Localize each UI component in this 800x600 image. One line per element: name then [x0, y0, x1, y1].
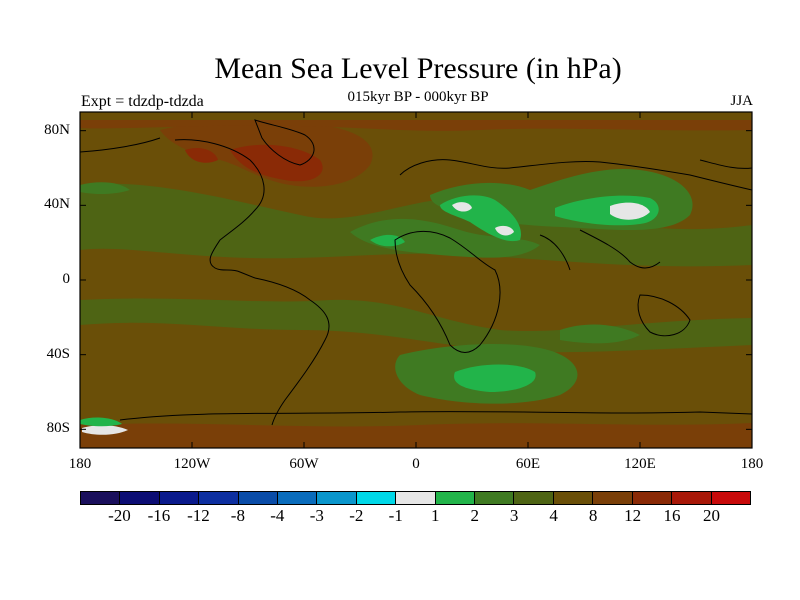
- field-greenland-high: [230, 144, 323, 182]
- field-ross-white: [82, 425, 128, 435]
- x-tick-label: 0: [412, 456, 420, 472]
- colorbar-label: 2: [470, 506, 479, 525]
- colorbar-swatch: [81, 492, 121, 504]
- colorbar-swatch: [396, 492, 436, 504]
- colorbar-swatch: [475, 492, 515, 504]
- colorbar-label: 1: [430, 506, 440, 525]
- colorbar-label: 4: [549, 506, 558, 525]
- field-so-low: [454, 364, 536, 392]
- colorbar-swatch: [672, 492, 712, 504]
- experiment-label: Expt = tdzdp-tdzda: [81, 93, 204, 110]
- colorbar-swatch: [632, 492, 673, 504]
- field-arctic-rim: [80, 120, 752, 131]
- colorbar-swatch: [278, 492, 318, 504]
- x-tick-label: 120E: [624, 456, 656, 472]
- x-tick-label: 180: [740, 456, 764, 472]
- field-sahara: [370, 234, 405, 247]
- colorbar-swatch: [317, 492, 357, 504]
- colorbar-label: -20: [108, 506, 131, 525]
- colorbar-swatch: [711, 492, 750, 504]
- colorbar-label: 20: [703, 506, 721, 525]
- coastlines: [80, 119, 752, 426]
- y-tick-label: 40N: [44, 196, 70, 213]
- colorbar-swatch: [356, 492, 397, 504]
- colorbar-swatch: [238, 492, 279, 504]
- x-tick-label: 120W: [173, 456, 211, 472]
- colorbar-label: -8: [230, 506, 245, 525]
- colorbar-label: -16: [147, 506, 171, 525]
- y-tick-label: 80S: [46, 420, 70, 437]
- colorbar-swatch: [159, 492, 200, 504]
- colorbar-label: -3: [309, 506, 324, 525]
- colorbar-label: 3: [509, 506, 519, 525]
- colorbar-label: 12: [624, 506, 642, 525]
- colorbar-label: -1: [388, 506, 403, 525]
- colorbar-label: -4: [270, 506, 285, 525]
- field-white-arabia: [495, 225, 514, 236]
- field-white-caspian: [452, 202, 472, 212]
- y-tick-label: 40S: [46, 345, 70, 362]
- x-tick-label: 180: [68, 456, 92, 472]
- page-title: Mean Sea Level Pressure (in hPa): [214, 52, 622, 85]
- y-tick-label: 80N: [44, 121, 70, 138]
- season-label: JJA: [730, 93, 753, 109]
- colorbar-label: 8: [588, 506, 598, 525]
- colorbar-label: 16: [663, 506, 681, 525]
- x-tick-label: 60E: [515, 456, 541, 472]
- field-ross-green: [80, 417, 122, 427]
- field-white-tibet: [610, 202, 650, 220]
- tick-marks: [79, 112, 753, 448]
- x-tick-label: 60W: [289, 456, 319, 472]
- subtitle: 015kyr BP - 000kyr BP: [347, 89, 489, 105]
- field-canada-high: [185, 148, 218, 163]
- field-indian: [560, 324, 640, 344]
- colorbar-swatch: [120, 492, 160, 504]
- field-mideast: [350, 218, 540, 258]
- colorbar-swatch: [435, 492, 476, 504]
- colorbar-label: -2: [349, 506, 364, 525]
- colorbar-label: -12: [187, 506, 210, 525]
- colorbar: [80, 491, 751, 505]
- field-base: [80, 112, 752, 448]
- colorbar-swatch: [199, 492, 239, 504]
- colorbar-swatch: [593, 492, 633, 504]
- y-tick-label: 0: [62, 271, 71, 287]
- colorbar-swatch: [553, 492, 594, 504]
- field-antarctic: [80, 423, 752, 448]
- colorbar-swatch: [514, 492, 554, 504]
- field-pacific-nw: [80, 182, 130, 194]
